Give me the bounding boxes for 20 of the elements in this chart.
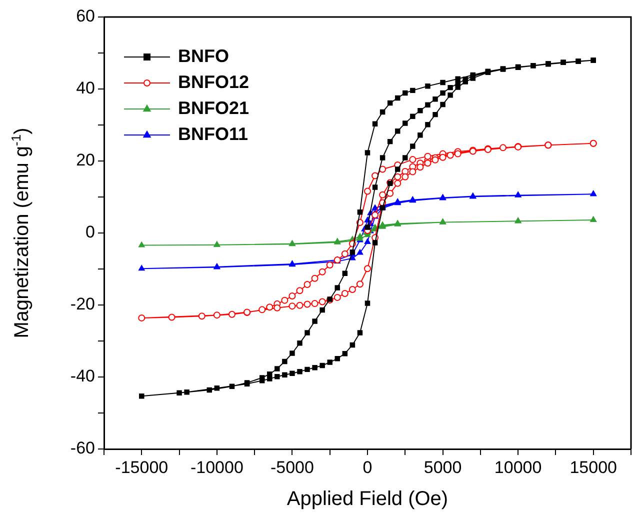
legend-label: BNFO12: [178, 72, 250, 92]
x-tick-label: -5000: [270, 458, 314, 477]
y-tick-label: 60: [76, 6, 95, 26]
y-tick-label: -60: [70, 438, 95, 458]
y-tick-label: 0: [86, 222, 95, 242]
y-tick-label: 20: [76, 150, 95, 170]
y-axis-title: Magnetization (emu g-1): [8, 128, 33, 338]
x-tick-label: -15000: [115, 458, 168, 477]
y-tick-label: -40: [70, 366, 95, 386]
x-tick-label: 5000: [424, 458, 462, 477]
legend-label: BNFO: [178, 46, 229, 66]
x-tick-label: 0: [362, 458, 372, 477]
y-tick-label: 40: [76, 78, 95, 98]
y-tick-label: -20: [70, 294, 95, 314]
x-tick-label: 15000: [570, 458, 617, 477]
legend-label: BNFO21: [178, 98, 250, 118]
legend-label: BNFO11: [178, 124, 248, 144]
x-tick-label: -10000: [190, 458, 244, 477]
x-tick-label: 10000: [494, 458, 542, 477]
x-axis-title: Applied Field (Oe): [286, 488, 448, 510]
